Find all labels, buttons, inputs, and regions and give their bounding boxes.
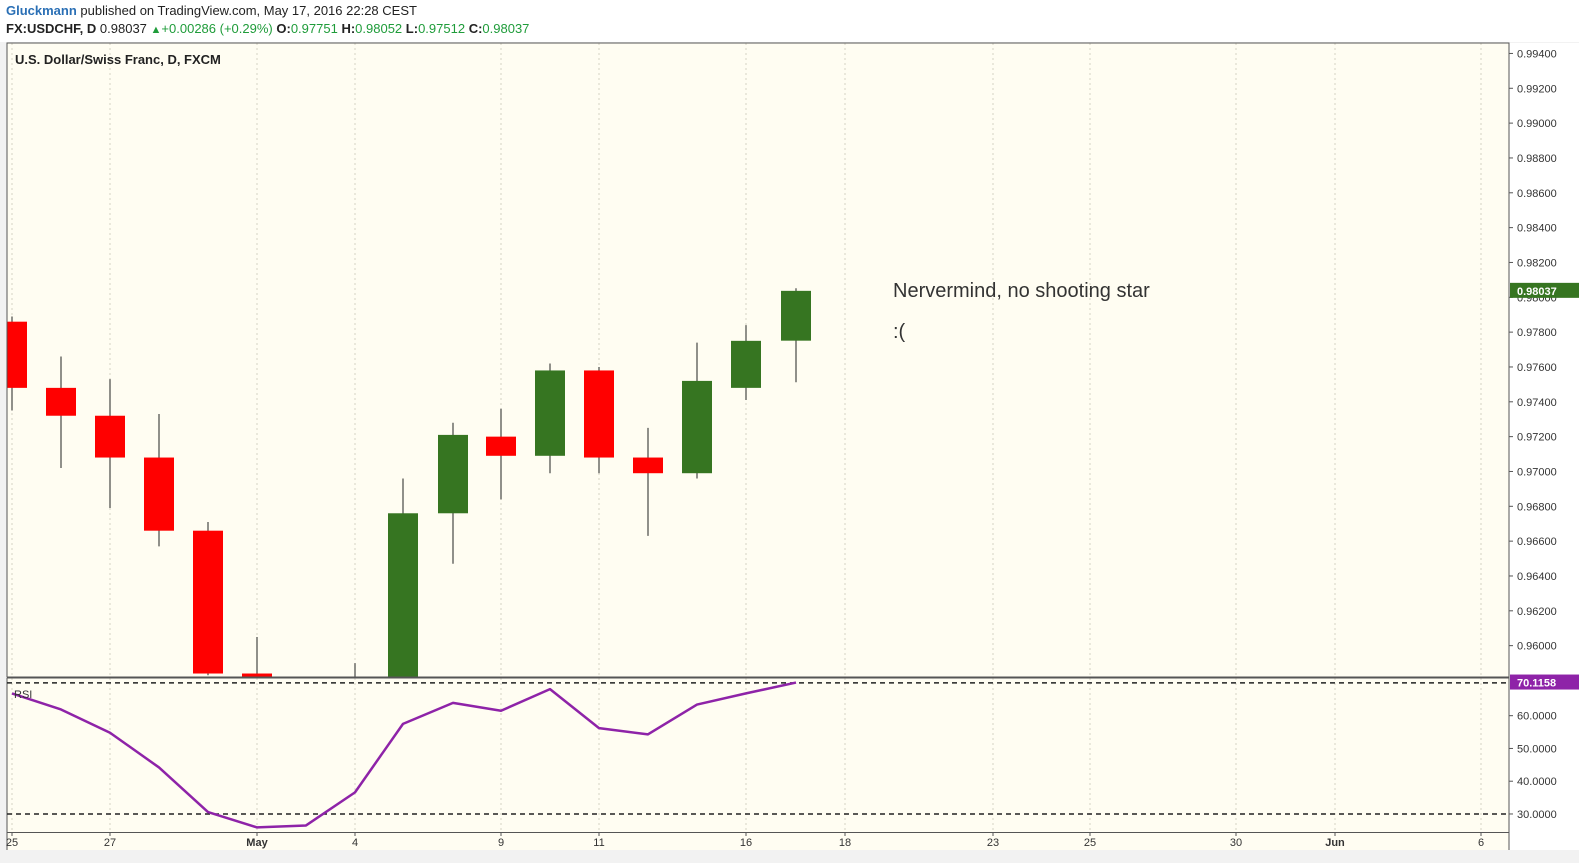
published-text: published on TradingView.com, May 17, 20…: [80, 3, 417, 18]
candle: [584, 366, 614, 474]
candle: [535, 363, 565, 474]
time-tick-label: 4: [352, 837, 358, 849]
price-tick-label: 0.98200: [1517, 257, 1557, 269]
rsi-series: [11, 681, 797, 829]
price-tick-label: 0.97600: [1517, 362, 1557, 374]
rsi-label: RSI: [14, 689, 32, 701]
candle-body: [438, 434, 468, 514]
candle-body: [242, 673, 272, 677]
price-tick-label: 0.98600: [1517, 188, 1557, 200]
candle-body: [781, 290, 811, 341]
open-label: O:: [276, 21, 291, 36]
price-tick-label: 0.96400: [1517, 571, 1557, 583]
candle-body: [535, 370, 565, 456]
price-tick-label: 0.96200: [1517, 606, 1557, 618]
time-tick-label: 16: [740, 837, 752, 849]
candle: [633, 427, 663, 536]
rsi-tick-label: 60.0000: [1517, 711, 1557, 723]
candle-body: [193, 530, 223, 674]
time-tick-label: 9: [498, 837, 504, 849]
candle: [144, 413, 174, 547]
candle-body: [682, 380, 712, 474]
candle: [7, 316, 27, 411]
high-value: 0.98052: [355, 21, 403, 36]
price-tick-label: 0.99000: [1517, 118, 1557, 130]
candle: [193, 521, 223, 676]
candle: [438, 422, 468, 564]
chart-title: U.S. Dollar/Swiss Franc, D, FXCM: [15, 52, 221, 67]
rsi-tick-label: 50.0000: [1517, 743, 1557, 755]
candle: [781, 288, 811, 383]
price-tick-label: 0.98800: [1517, 153, 1557, 165]
rsi-pane: [7, 678, 1509, 850]
last-price: 0.98037: [99, 21, 147, 36]
candle-body: [584, 370, 614, 458]
price-tick-label: 0.99400: [1517, 48, 1557, 60]
candle: [486, 408, 516, 500]
symbol-label: FX:USDCHF, D: [6, 21, 97, 36]
time-tick-label: 6: [1478, 837, 1484, 849]
candle: [354, 663, 356, 677]
price-scale-panel: [1509, 43, 1579, 850]
candle: [682, 342, 712, 479]
publish-header: Gluckmann published on TradingView.com, …: [0, 0, 1579, 42]
candle: [388, 478, 418, 677]
ohlc-line: FX:USDCHF, D 0.98037 ▲+0.00286 (+0.29%) …: [6, 21, 529, 36]
price-marker-label: 0.98037: [1517, 286, 1557, 298]
price-tick-label: 0.96800: [1517, 501, 1557, 513]
annotation-text: Nervermind, no shooting star: [893, 280, 1150, 302]
up-arrow-icon: ▲: [150, 24, 162, 36]
candle-body: [486, 436, 516, 456]
time-tick-label: 25: [1084, 837, 1096, 849]
publish-line: Gluckmann published on TradingView.com, …: [6, 3, 417, 18]
candle: [731, 325, 761, 401]
candle: [95, 379, 125, 509]
time-tick-label: 11: [593, 837, 604, 849]
price-tick-label: 0.98400: [1517, 223, 1557, 235]
candle-body: [95, 415, 125, 458]
price-tick-label: 0.96600: [1517, 536, 1557, 548]
candle-body: [7, 321, 27, 388]
candle: [46, 356, 76, 468]
candles: [7, 288, 811, 677]
time-tick-label: May: [246, 837, 268, 849]
time-tick-label: 23: [987, 837, 999, 849]
close-value: 0.98037: [482, 21, 530, 36]
annotation-text: :(: [893, 321, 906, 343]
rsi-tick-label: 40.0000: [1517, 776, 1557, 788]
price-tick-label: 0.99200: [1517, 83, 1557, 95]
time-tick-label: 18: [839, 837, 851, 849]
candle-body: [144, 457, 174, 531]
time-tick-label: Jun: [1325, 837, 1345, 849]
price-tick-label: 0.97400: [1517, 397, 1557, 409]
time-tick-label: 30: [1230, 837, 1242, 849]
time-tick-label: 27: [104, 837, 116, 849]
candle-body: [633, 457, 663, 474]
rsi-line: [11, 681, 797, 829]
candle: [242, 636, 272, 677]
close-label: C:: [468, 21, 483, 36]
high-label: H:: [341, 21, 356, 36]
low-value: 0.97512: [418, 21, 466, 36]
price-tick-label: 0.97200: [1517, 432, 1557, 444]
candle-body: [731, 340, 761, 388]
time-tick-label: 25: [6, 837, 18, 849]
open-value: 0.97751: [290, 21, 338, 36]
candle-body: [46, 387, 76, 416]
author-link[interactable]: Gluckmann: [6, 3, 77, 18]
price-tick-label: 0.96000: [1517, 641, 1557, 653]
price-tick-label: 0.97000: [1517, 466, 1557, 478]
price-change: +0.00286 (+0.29%): [161, 21, 273, 36]
low-label: L:: [405, 21, 419, 36]
rsi-marker-bg: [1510, 674, 1579, 690]
rsi-tick-label: 30.0000: [1517, 809, 1557, 821]
price-marker-bg: [1510, 282, 1579, 298]
candle-body: [388, 513, 418, 677]
price-tick-label: 0.97800: [1517, 327, 1557, 339]
rsi-marker-label: 70.1158: [1517, 678, 1556, 690]
